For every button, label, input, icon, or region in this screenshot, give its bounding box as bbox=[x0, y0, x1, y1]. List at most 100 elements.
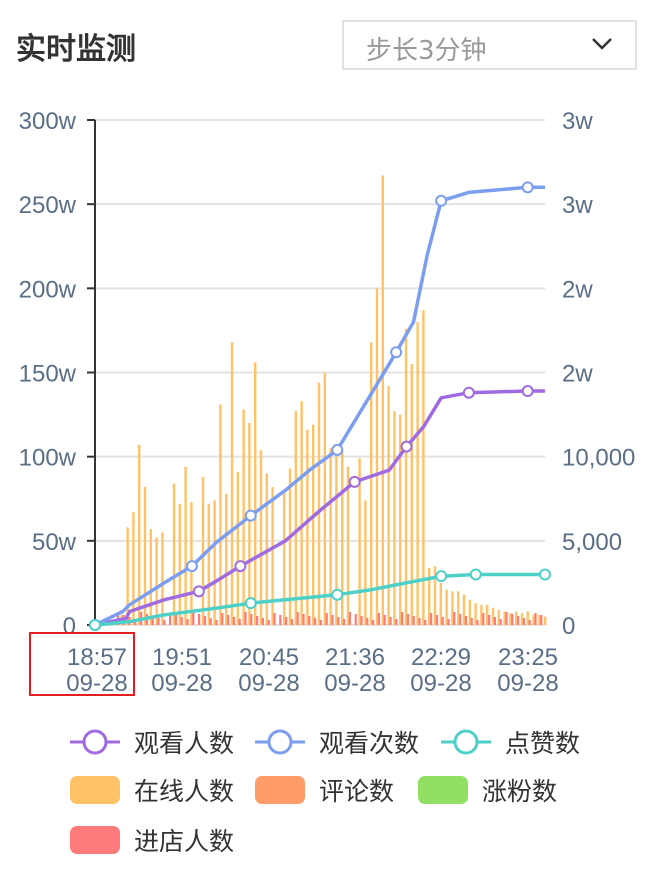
legend-item[interactable]: 在线人数 bbox=[70, 772, 234, 808]
bar-online bbox=[416, 322, 419, 625]
y-left-tick-label: 250w bbox=[19, 192, 77, 219]
bar-online bbox=[393, 411, 396, 625]
bar-store bbox=[198, 614, 201, 625]
bar-store bbox=[348, 612, 351, 625]
series-point bbox=[185, 560, 198, 573]
bar-online bbox=[172, 483, 176, 625]
bar-online bbox=[236, 471, 239, 625]
legend-label: 观看次数 bbox=[319, 729, 420, 758]
bar-store bbox=[337, 617, 340, 625]
bar-online bbox=[410, 364, 413, 625]
y-right-tick-label: 0 bbox=[562, 613, 575, 640]
bar-store bbox=[180, 617, 183, 625]
y-right-tick-label: 2w bbox=[562, 361, 593, 388]
bar-online bbox=[404, 328, 408, 625]
bar-online bbox=[451, 591, 454, 625]
x-tick-time: 20:45 bbox=[239, 644, 299, 671]
step-select-value: 步长3分钟 bbox=[366, 36, 487, 66]
bar-store bbox=[430, 613, 433, 625]
series-point bbox=[435, 570, 448, 583]
legend-symbol bbox=[70, 776, 120, 804]
bar-store bbox=[488, 615, 491, 625]
bar-online bbox=[312, 424, 315, 625]
bar-store bbox=[209, 618, 212, 625]
bar-store bbox=[441, 617, 444, 625]
bar-store bbox=[470, 618, 473, 625]
bar-store bbox=[453, 612, 456, 625]
series-point bbox=[331, 443, 344, 456]
legend-item[interactable]: 观看次数 bbox=[255, 724, 419, 760]
bar-online bbox=[468, 599, 471, 625]
series-line bbox=[94, 389, 545, 627]
bar-store bbox=[372, 620, 375, 625]
bar-store bbox=[482, 613, 485, 625]
chevron-down-icon bbox=[592, 38, 612, 50]
step-select[interactable]: 步长3分钟 bbox=[342, 20, 637, 70]
bar-store bbox=[174, 615, 177, 625]
bar-store bbox=[360, 616, 363, 625]
bar-online bbox=[283, 490, 286, 625]
bar-online bbox=[155, 537, 158, 625]
bar-online bbox=[515, 611, 518, 625]
bar-store bbox=[331, 615, 334, 625]
series-point bbox=[348, 475, 361, 488]
bar-online bbox=[225, 493, 228, 625]
bar-online bbox=[213, 500, 216, 625]
bar-store bbox=[383, 615, 386, 625]
y-right-tick-label: 10,000 bbox=[562, 445, 635, 472]
bar-online bbox=[242, 409, 245, 625]
legend-item[interactable]: 观看人数 bbox=[70, 724, 234, 760]
series-point bbox=[89, 619, 101, 631]
bar-store bbox=[354, 614, 357, 625]
bar-store bbox=[505, 612, 508, 625]
bar-online bbox=[387, 385, 390, 625]
bar-online bbox=[532, 614, 535, 625]
bar-online bbox=[138, 444, 141, 625]
bar-store bbox=[203, 616, 206, 625]
bar-store bbox=[192, 612, 195, 625]
legend-label: 进店人数 bbox=[134, 827, 235, 856]
bar-online bbox=[422, 310, 425, 625]
bar-online bbox=[143, 486, 147, 625]
bar-online bbox=[497, 609, 500, 625]
bar-online bbox=[201, 476, 205, 625]
x-tick-time: 19:51 bbox=[152, 644, 212, 671]
legend-symbol bbox=[441, 729, 491, 755]
bar-online bbox=[335, 446, 338, 625]
bar-store bbox=[319, 620, 322, 625]
bar-online bbox=[219, 404, 222, 625]
series-point bbox=[462, 386, 475, 399]
bar-store bbox=[227, 615, 230, 625]
legend-item[interactable]: 涨粉数 bbox=[418, 772, 557, 808]
legend-item[interactable]: 进店人数 bbox=[70, 822, 234, 858]
y-right-tick-label: 3w bbox=[562, 192, 593, 219]
series-point bbox=[539, 568, 551, 581]
bar-online bbox=[294, 411, 297, 625]
series-point bbox=[521, 385, 534, 398]
legend-item[interactable]: 点赞数 bbox=[441, 724, 580, 760]
bar-store bbox=[151, 616, 154, 625]
series-point bbox=[244, 509, 257, 522]
realtime-chart: 300w 3w 250w 3w 200w 2w 150w 2w 100w 10,000 50w 5,0… bbox=[19, 108, 636, 697]
bar-store bbox=[435, 615, 438, 625]
bar-online bbox=[445, 589, 448, 625]
legend-item[interactable]: 评论数 bbox=[255, 772, 394, 808]
y-left-tick-label: 200w bbox=[19, 276, 77, 303]
bar-store bbox=[412, 616, 415, 625]
bar-store bbox=[401, 612, 404, 625]
bar-online bbox=[375, 288, 379, 625]
bar-online bbox=[207, 503, 210, 625]
series-point bbox=[390, 346, 403, 359]
x-tick-time: 18:57 bbox=[67, 644, 127, 671]
series-point bbox=[234, 560, 247, 573]
series-point bbox=[400, 440, 413, 453]
bar-online bbox=[149, 529, 152, 625]
bar-online bbox=[526, 611, 529, 625]
bar-store bbox=[366, 618, 369, 625]
bar-store bbox=[163, 620, 166, 625]
bar-store bbox=[314, 618, 317, 625]
x-tick-date: 09-28 bbox=[151, 670, 212, 697]
y-right-tick-label: 3w bbox=[562, 108, 593, 135]
bar-online bbox=[399, 414, 402, 625]
legend-label: 涨粉数 bbox=[482, 777, 558, 806]
